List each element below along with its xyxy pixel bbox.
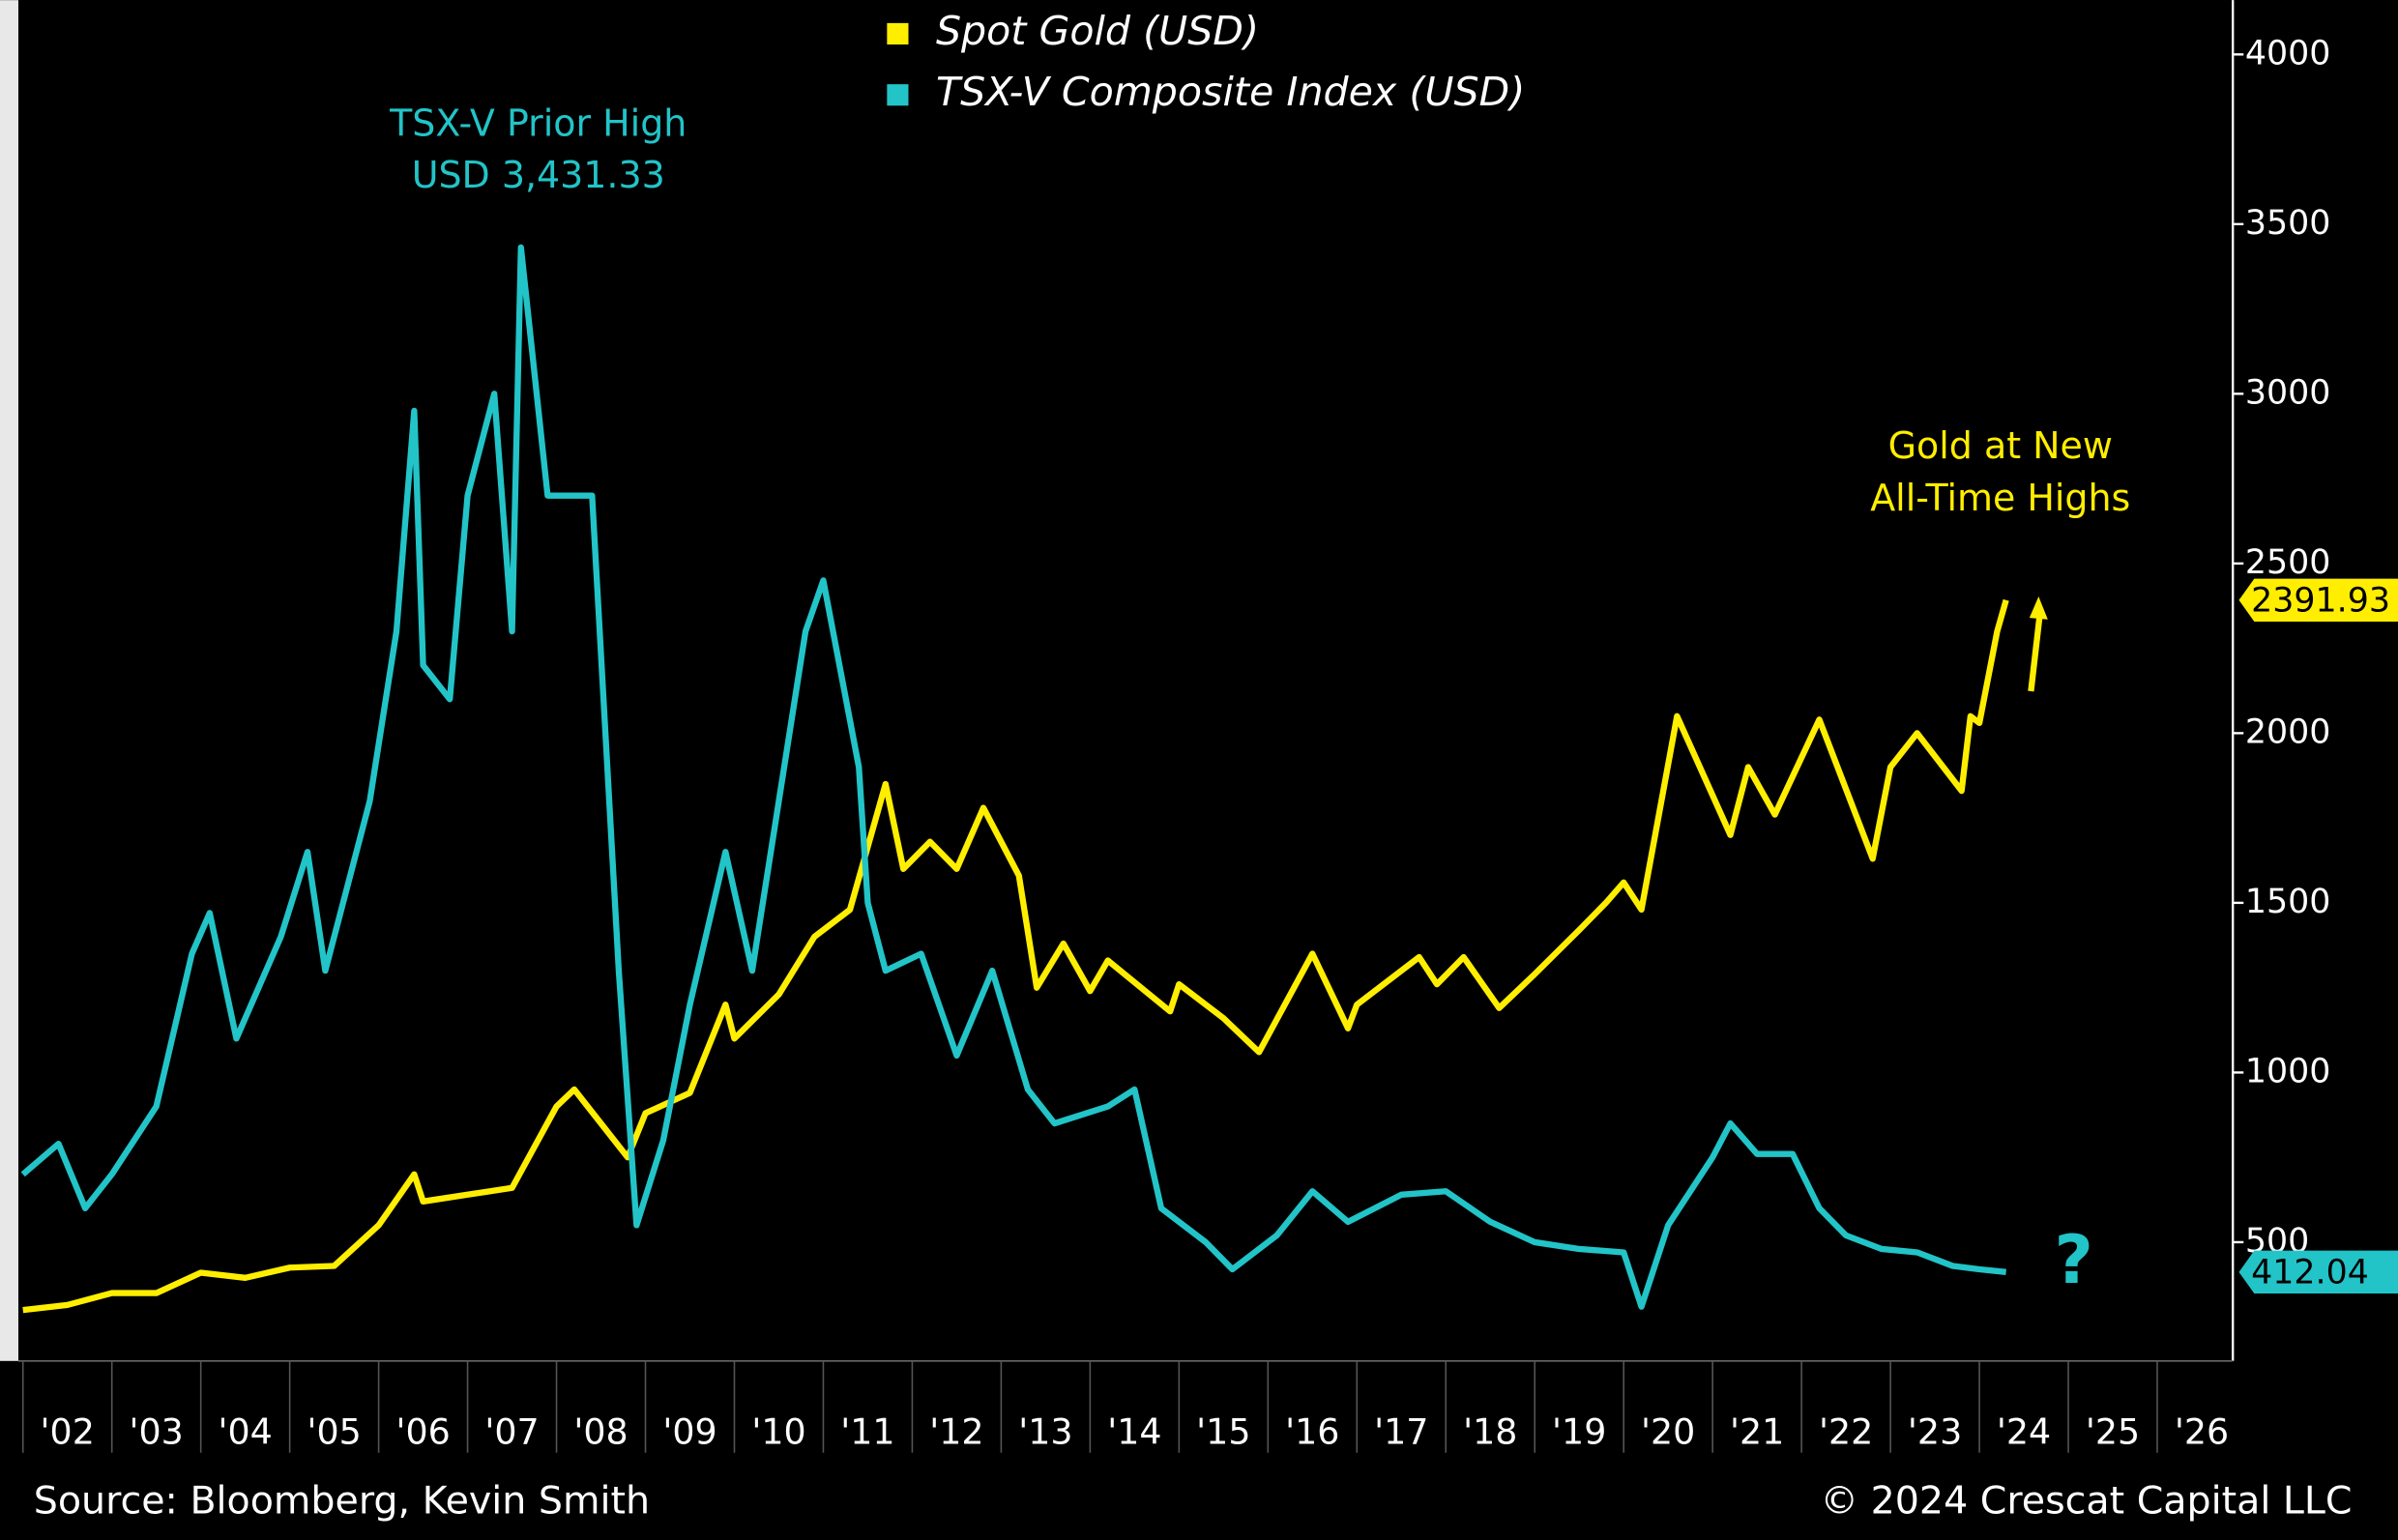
x-tick-label: '02	[41, 1411, 95, 1453]
x-tick-label: '09	[662, 1411, 716, 1453]
x-tick-label: '16	[1285, 1411, 1339, 1453]
x-tick-label: '20	[1641, 1411, 1695, 1453]
annotation: ?	[2055, 1221, 2093, 1299]
series-line	[22, 598, 2009, 1314]
last-value-label: 2391.93	[2251, 581, 2390, 620]
x-tick-label: '24	[1997, 1411, 2051, 1453]
legend-swatch	[887, 22, 909, 45]
y-tick-label: 3000	[2245, 373, 2331, 412]
x-tick-label: '06	[395, 1411, 450, 1453]
x-tick-label: '17	[1374, 1411, 1428, 1453]
x-tick-label: '22	[1819, 1411, 1873, 1453]
arrow-head	[2029, 596, 2048, 620]
x-tick-label: '03	[130, 1411, 184, 1453]
y-tick-label: 2000	[2245, 712, 2331, 751]
y-tick-label: 2500	[2245, 543, 2331, 582]
x-tick-label: '04	[219, 1411, 273, 1453]
x-tick-label: '07	[484, 1411, 539, 1453]
annotation: Gold at New	[1888, 424, 2113, 467]
x-tick-label: '19	[1552, 1411, 1606, 1453]
series-line	[20, 244, 2006, 1310]
annotation: TSX-V Prior High	[389, 102, 687, 144]
annotation: USD 3,431.33	[412, 154, 665, 196]
annotation: All-Time Highs	[1870, 477, 2130, 519]
x-tick-label: '13	[1018, 1411, 1072, 1453]
x-tick-label: '26	[2175, 1411, 2229, 1453]
legend-swatch	[887, 84, 909, 106]
copyright: © 2024 Crescat Capital LLC	[1821, 1478, 2353, 1523]
legend-label: TSX-V Composite Index (USD)	[936, 69, 1525, 115]
x-tick-label: '11	[840, 1411, 894, 1453]
y-tick-label: 1500	[2245, 883, 2331, 921]
last-value-box	[2238, 1250, 2398, 1293]
x-tick-label: '21	[1730, 1411, 1784, 1453]
x-tick-label: '08	[573, 1411, 628, 1453]
legend-label: Spot Gold (USD)	[936, 8, 1259, 54]
x-tick-label: '23	[1908, 1411, 1962, 1453]
x-tick-label: '25	[2086, 1411, 2140, 1453]
source: Source: Bloomberg, Kevin Smith	[34, 1478, 650, 1523]
x-tick-label: '15	[1196, 1411, 1250, 1453]
x-tick-label: '12	[929, 1411, 983, 1453]
left-border	[0, 0, 18, 1361]
x-tick-label: '18	[1463, 1411, 1517, 1453]
last-value-label: 412.04	[2251, 1253, 2369, 1292]
last-value-box	[2238, 578, 2398, 622]
x-tick-label: '10	[751, 1411, 805, 1453]
x-tick-label: '14	[1107, 1411, 1161, 1453]
arrow	[2028, 611, 2044, 692]
y-tick-label: 1000	[2245, 1052, 2331, 1090]
x-tick-label: '05	[307, 1411, 361, 1453]
y-tick-label: 3500	[2245, 204, 2331, 243]
y-tick-label: 4000	[2245, 34, 2331, 73]
